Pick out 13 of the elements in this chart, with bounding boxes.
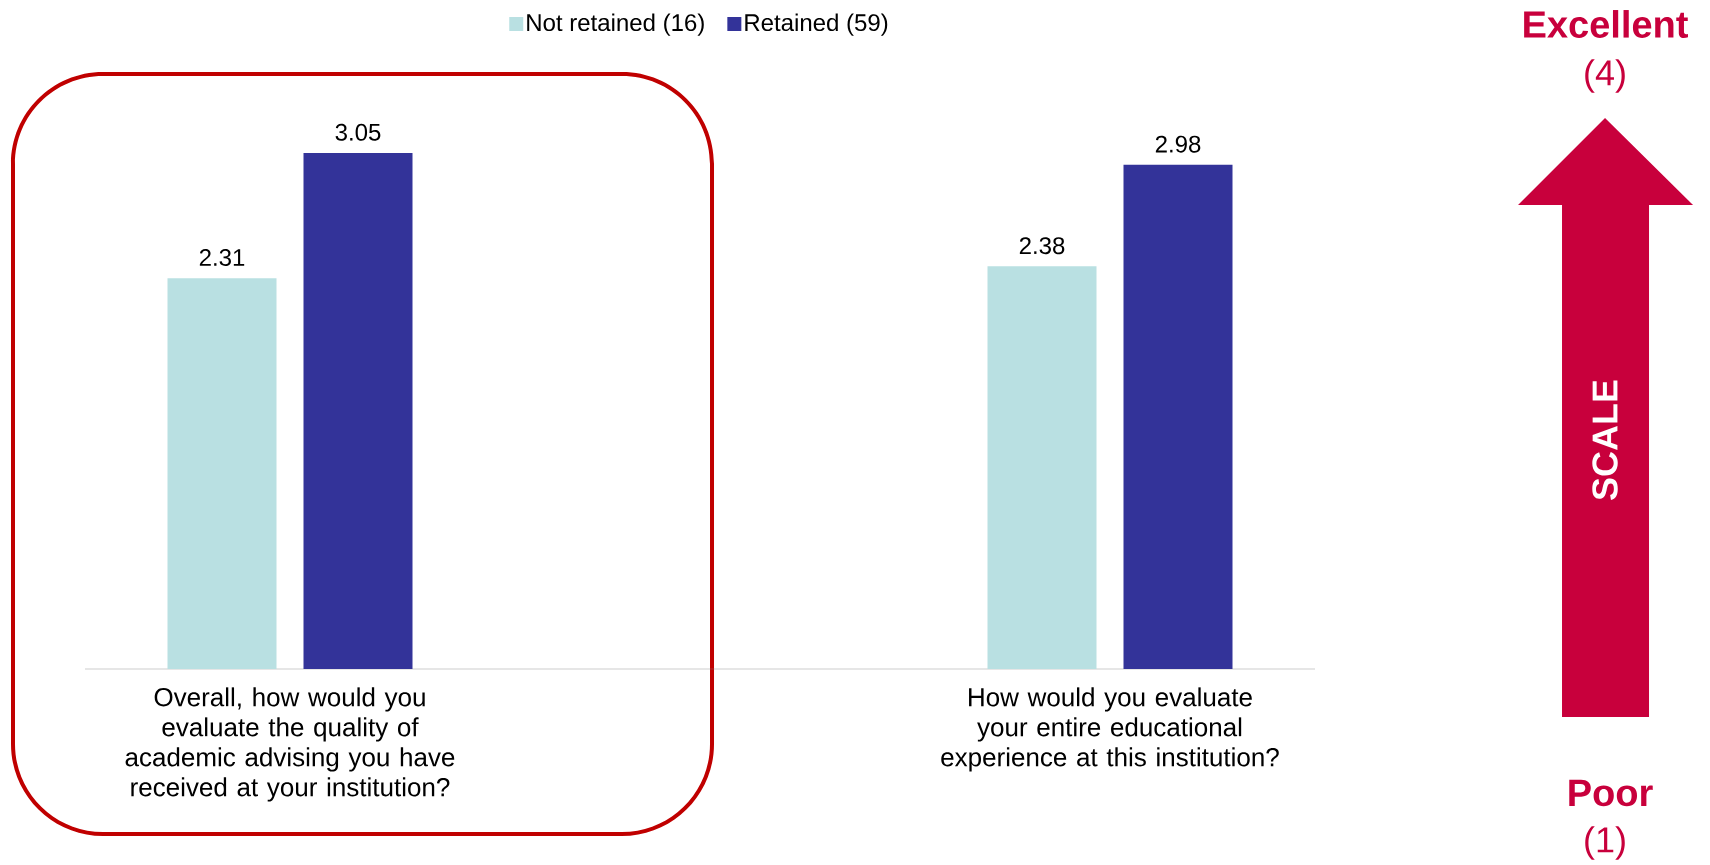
text: Poor [1569, 779, 1653, 807]
text: (1) [1585, 826, 1625, 860]
x-tick-label: How would you evaluate your entire educational experience at this institution? [941, 687, 1279, 772]
text: Excellent [1524, 10, 1688, 38]
text: SCALE [1592, 380, 1618, 500]
data-label: 2.98 [1155, 135, 1201, 153]
data-label: 3.05 [335, 123, 381, 141]
legend-label: Not retained (16) [527, 13, 704, 36]
data-label: 2.38 [1019, 237, 1065, 255]
data-label: 2.31 [199, 249, 245, 266]
legend-label: Retained (59) [745, 13, 888, 36]
x-tick-label: Overall, how would you evaluate the quality of academic advising you have received at your institution? [125, 687, 455, 802]
text: (4) [1585, 59, 1625, 93]
